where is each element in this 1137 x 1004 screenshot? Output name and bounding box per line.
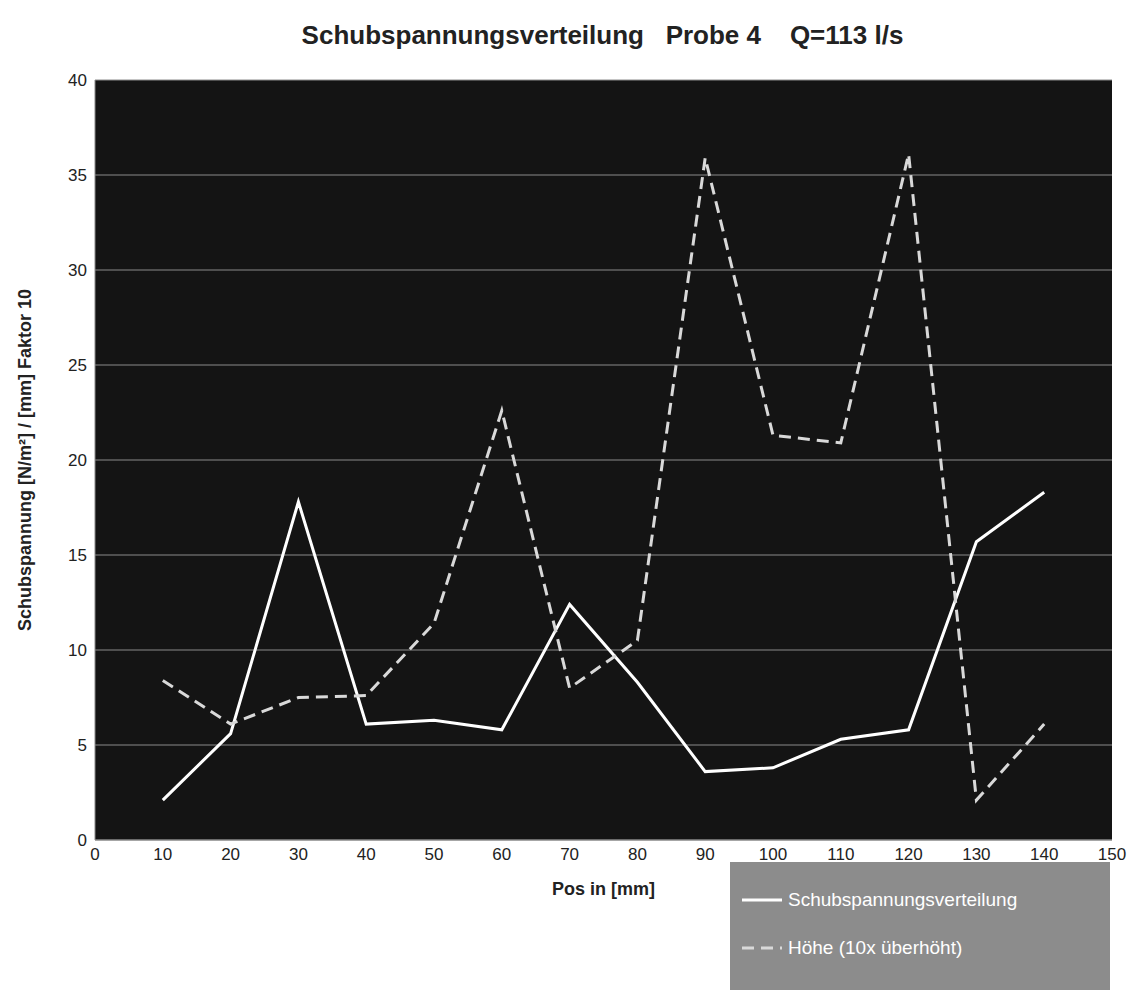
svg-text:120: 120 [894,845,923,865]
svg-text:15: 15 [68,546,87,565]
svg-text:5: 5 [78,736,87,755]
svg-text:0: 0 [78,831,87,850]
svg-text:40: 40 [357,845,376,864]
svg-text:60: 60 [492,845,511,864]
svg-text:30: 30 [289,845,308,864]
svg-text:35: 35 [68,166,87,185]
svg-text:25: 25 [68,356,87,375]
svg-text:20: 20 [221,845,240,864]
html-text:Schubspannungsverteilung: Schubspannungsverteilung [788,889,1018,910]
svg-text:90: 90 [696,845,715,864]
svg-text:20: 20 [68,451,87,470]
html-text:Höhe (10x überhöht): Höhe (10x überhöht) [788,937,963,958]
html-text:Schubspannungsverteilung Probe: Schubspannungsverteilung Probe 4 Q=113 l… [301,20,904,50]
svg-text:150: 150 [1097,845,1127,865]
svg-text:80: 80 [628,845,647,864]
svg-text:30: 30 [68,261,87,280]
svg-text:100: 100 [758,845,788,865]
svg-text:40: 40 [68,71,87,90]
svg-text:Pos in [mm]: Pos in [mm] [552,879,655,899]
svg-text:110: 110 [827,845,855,865]
svg-text:Schubspannung [N/m²] / [mm] Fa: Schubspannung [N/m²] / [mm] Faktor 10 [15,289,35,631]
svg-text:70: 70 [560,845,579,864]
svg-text:10: 10 [153,845,172,864]
svg-text:10: 10 [68,641,87,660]
svg-text:130: 130 [962,845,991,865]
svg-text:50: 50 [425,845,444,864]
svg-text:140: 140 [1030,845,1059,865]
svg-text:0: 0 [90,845,99,864]
